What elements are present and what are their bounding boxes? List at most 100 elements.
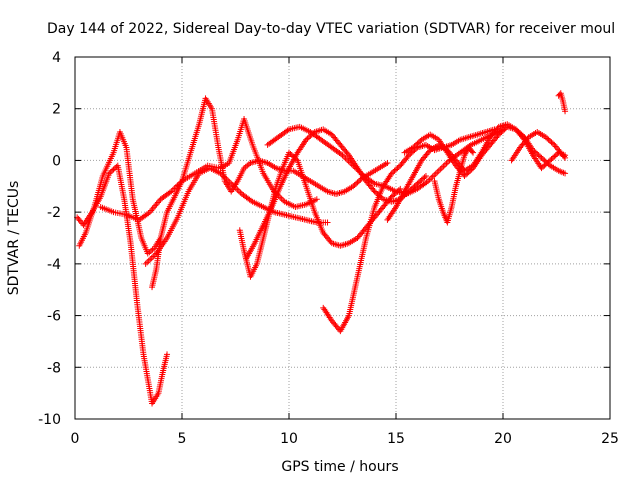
data-point-marker <box>355 178 362 185</box>
grid-lines <box>75 57 610 419</box>
data-point-marker <box>378 194 385 201</box>
data-point-marker <box>551 153 558 160</box>
data-point-marker <box>549 154 556 161</box>
data-point-marker <box>535 152 542 159</box>
data-point-marker <box>428 175 435 182</box>
data-point-marker <box>286 149 292 156</box>
data-point-marker <box>426 148 433 155</box>
data-point-marker <box>538 165 545 172</box>
data-point-marker <box>435 167 442 174</box>
data-point-marker <box>142 260 149 267</box>
data-point-marker <box>147 256 154 263</box>
data-point-marker <box>344 150 351 157</box>
data-point-marker <box>545 158 552 165</box>
data-point-marker <box>431 172 438 179</box>
series-track-5 <box>97 116 320 223</box>
data-point-marker <box>390 192 397 199</box>
data-point-marker <box>534 150 541 157</box>
data-point-marker <box>109 167 116 174</box>
data-point-marker <box>106 170 113 177</box>
data-point-marker <box>375 192 382 199</box>
y-tick-label: 0 <box>52 153 61 169</box>
data-point-marker <box>373 189 380 196</box>
data-point-marker <box>432 170 439 177</box>
series-track-14 <box>555 90 569 115</box>
data-point-marker <box>538 154 545 161</box>
data-point-marker <box>544 135 551 142</box>
data-point-marker <box>354 179 361 186</box>
series-track-1 <box>74 162 171 407</box>
data-point-marker <box>414 180 421 187</box>
series-track-9 <box>264 123 506 198</box>
y-axis-label: SDTVAR / TECUs <box>6 181 22 296</box>
data-point-marker <box>313 196 320 203</box>
data-point-marker <box>539 156 546 163</box>
data-point-marker <box>377 193 384 200</box>
axis-ticks: 0 5 10 15 20 25 -10 -8 -6 -4 -2 0 2 4 <box>38 50 619 447</box>
x-tick-label: 10 <box>280 431 298 447</box>
data-point-marker <box>560 153 567 160</box>
series-track-13 <box>508 128 569 164</box>
data-point-marker <box>548 156 555 163</box>
data-point-marker <box>541 162 548 169</box>
y-tick-label: -4 <box>47 257 61 273</box>
data-point-marker <box>417 178 424 185</box>
data-point-marker <box>287 150 294 157</box>
data-point-marker <box>417 138 424 145</box>
data-point-marker <box>412 141 419 148</box>
data-point-marker <box>397 185 404 192</box>
data-point-marker <box>562 108 569 115</box>
series-track-2 <box>76 128 164 257</box>
data-point-marker <box>410 144 417 151</box>
data-point-marker <box>547 157 554 164</box>
x-tick-label: 0 <box>71 431 80 447</box>
data-point-marker <box>164 351 171 358</box>
data-point-marker <box>494 133 501 140</box>
y-tick-label: 4 <box>52 50 61 66</box>
data-point-marker <box>468 148 475 155</box>
data-point-marker <box>548 139 555 146</box>
data-point-marker <box>547 138 554 145</box>
data-point-marker <box>351 181 358 188</box>
data-point-marker <box>495 131 502 138</box>
data-point-marker <box>384 160 391 167</box>
data-point-marker <box>415 179 422 186</box>
chart-title: Day 144 of 2022, Sidereal Day-to-day VTE… <box>47 21 615 37</box>
plot-frame <box>74 56 611 420</box>
data-point-marker <box>390 169 397 176</box>
data-point-marker <box>304 135 311 142</box>
data-point-marker <box>562 170 569 177</box>
data-point-marker <box>370 186 377 193</box>
x-tick-label: 15 <box>387 431 405 447</box>
y-tick-label: -8 <box>47 360 61 376</box>
data-point-marker <box>324 219 331 226</box>
data-point-marker <box>418 176 425 183</box>
data-point-marker <box>441 161 448 168</box>
data-point-marker <box>414 140 421 147</box>
data-point-marker <box>110 166 117 173</box>
data-point-marker <box>464 170 471 177</box>
data-point-marker <box>411 143 418 150</box>
data-point-marker <box>107 169 114 176</box>
data-point-marker <box>145 257 152 264</box>
data-point-marker <box>278 195 285 202</box>
data-point-marker <box>303 136 310 143</box>
data-point-marker <box>394 165 401 172</box>
data-point-marker <box>371 188 378 195</box>
data-point-marker <box>148 254 155 261</box>
data-point-marker <box>440 163 447 170</box>
data-point-marker <box>434 169 441 176</box>
y-tick-label: -10 <box>38 412 61 428</box>
series-track-12 <box>431 144 477 226</box>
x-axis-label: GPS time / hours <box>281 459 398 475</box>
y-tick-label: -6 <box>47 309 61 325</box>
data-point-marker <box>542 134 549 141</box>
y-tick-label: -2 <box>47 205 61 221</box>
data-point-marker <box>542 161 549 168</box>
data-point-marker <box>353 180 360 187</box>
data-point-marker <box>443 160 450 167</box>
data-point-marker <box>501 126 508 133</box>
data-point-marker <box>470 149 477 156</box>
data-point-marker <box>539 163 546 170</box>
data-point-marker <box>388 193 395 200</box>
